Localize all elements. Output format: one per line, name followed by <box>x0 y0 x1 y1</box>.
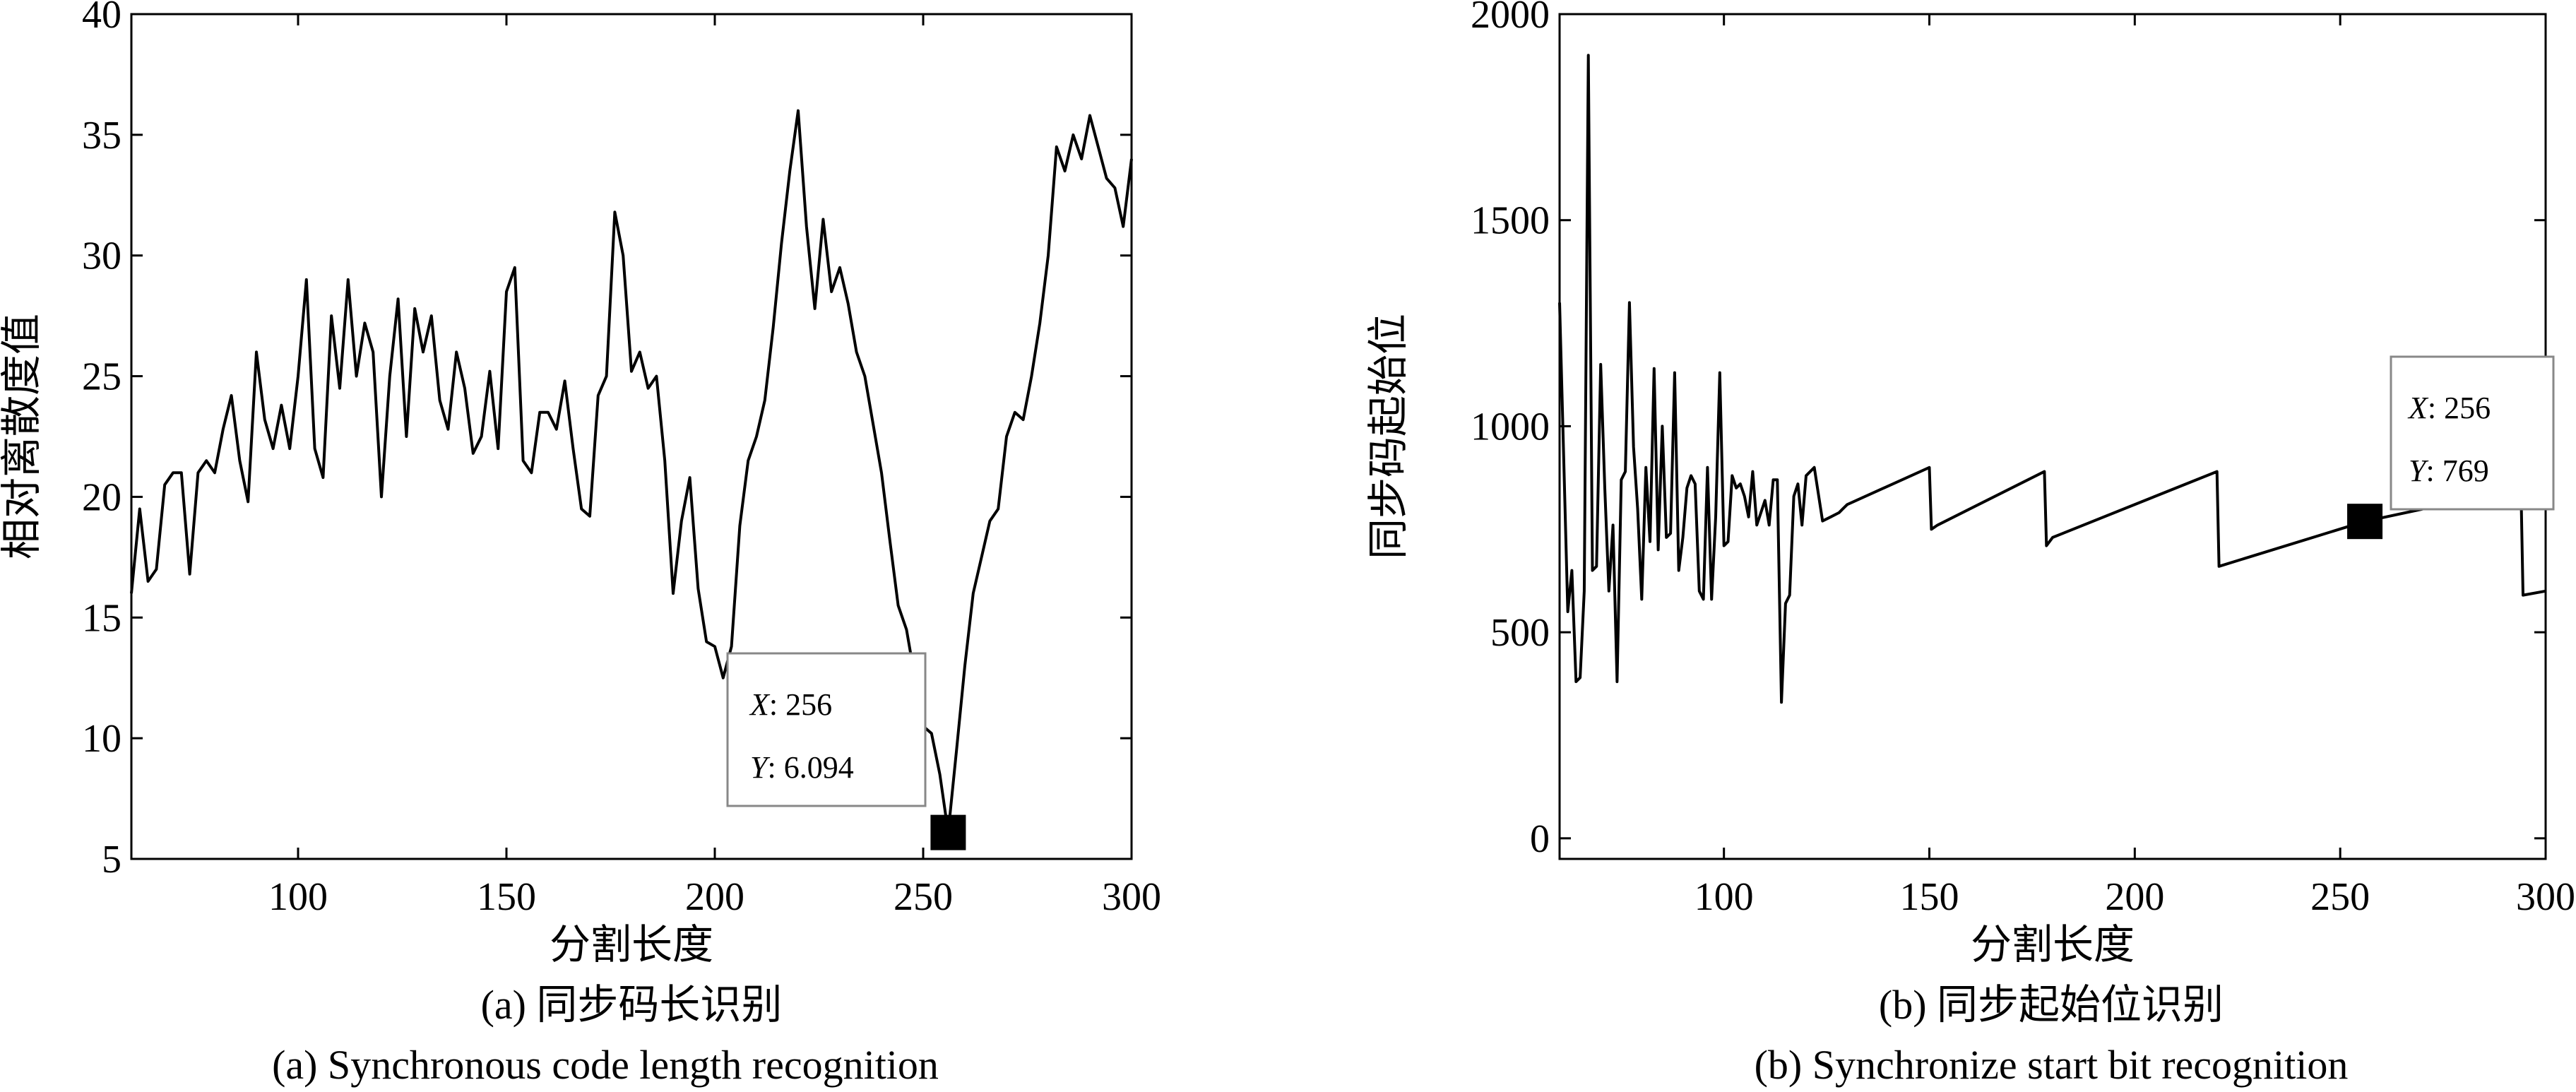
panel-b-x-axis-label: 分割长度 <box>1971 922 2135 968</box>
panel-a-caption-cn: (a) 同步码长识别 <box>481 982 783 1028</box>
panel-b-x-tick-label: 300 <box>2516 875 2575 919</box>
panel-a-x-tick-label: 150 <box>477 875 536 919</box>
panel-a-plot-area <box>130 13 1133 860</box>
panel-a: 5 10 15 20 25 30 35 40 100 150 200 250 300 X: 256 Y… <box>0 0 1161 1088</box>
panel-b-y-tick-label: 1000 <box>1471 405 1550 449</box>
panel-a-x-tick-label: 250 <box>894 875 953 919</box>
panel-b-datatip-x: X: 256 <box>2407 391 2491 425</box>
panel-a-x-tick-label: 200 <box>685 875 744 919</box>
panel-a-y-tick-label: 30 <box>82 235 121 278</box>
panel-a-x-tick-label: 300 <box>1102 875 1161 919</box>
panel-b-y-tick-label: 2000 <box>1471 0 1550 37</box>
panel-b-y-tick-label: 1500 <box>1471 199 1550 243</box>
panel-a-x-axis-label: 分割长度 <box>550 922 713 968</box>
panel-b-datatip[interactable]: X: 256 Y: 769 <box>2390 355 2555 511</box>
panel-b-caption-en: (b) Synchronize start bit recognition <box>1755 1042 2349 1088</box>
panel-a-datatip[interactable]: X: 256 Y: 6.094 <box>726 652 927 807</box>
panel-b-y-tick-label: 500 <box>1490 611 1550 655</box>
panel-a-datatip-x: X: 256 <box>749 687 832 722</box>
panel-b-x-tick-label: 250 <box>2310 875 2370 919</box>
panel-b-caption-cn: (b) 同步起始位识别 <box>1879 982 2224 1028</box>
panel-a-x-ticks: 100 150 200 250 300 <box>268 14 1161 919</box>
panel-a-x-tick-label: 100 <box>268 875 328 919</box>
panel-b-y-tick-label: 0 <box>1530 817 1550 861</box>
panel-a-caption-en: (a) Synchronous code length recognition <box>272 1042 939 1088</box>
panel-b-series-line <box>1558 54 2546 704</box>
panel-a-y-tick-label: 25 <box>82 355 121 399</box>
panel-b-x-tick-label: 200 <box>2105 875 2164 919</box>
panel-b: 0 500 1000 1500 2000 100 150 200 250 300 X: 256 … <box>1365 0 2575 1088</box>
panel-a-datatip-box <box>726 652 927 807</box>
panel-b-y-axis-label: 同步码起始位 <box>1365 314 1411 559</box>
panel-a-y-tick-label: 15 <box>82 596 121 640</box>
panel-b-y-ticks: 0 500 1000 1500 2000 <box>1471 0 2546 861</box>
panel-a-y-axis-label: 相对离散度值 <box>0 314 44 559</box>
panel-a-datatip-y: Y: 6.094 <box>750 750 854 785</box>
panel-b-datatip-y: Y: 769 <box>2409 453 2489 488</box>
panel-b-x-tick-label: 100 <box>1694 875 1754 919</box>
panel-a-y-tick-label: 20 <box>82 475 121 519</box>
panel-b-x-ticks: 100 150 200 250 300 <box>1694 14 2575 919</box>
panel-a-y-tick-label: 5 <box>102 838 121 882</box>
panel-b-x-tick-label: 150 <box>1900 875 1959 919</box>
panel-a-y-tick-label: 10 <box>82 717 121 761</box>
panel-b-datatip-box <box>2390 355 2555 511</box>
panel-a-y-ticks: 5 10 15 20 25 30 35 40 <box>82 0 1132 882</box>
panel-a-y-tick-label: 40 <box>82 0 121 37</box>
panel-b-plot-area <box>1558 13 2547 860</box>
panel-a-data-marker[interactable] <box>930 814 966 850</box>
panel-b-data-marker[interactable] <box>2347 504 2383 540</box>
panel-a-series-line <box>130 109 1133 834</box>
panel-a-y-tick-label: 35 <box>82 114 121 158</box>
